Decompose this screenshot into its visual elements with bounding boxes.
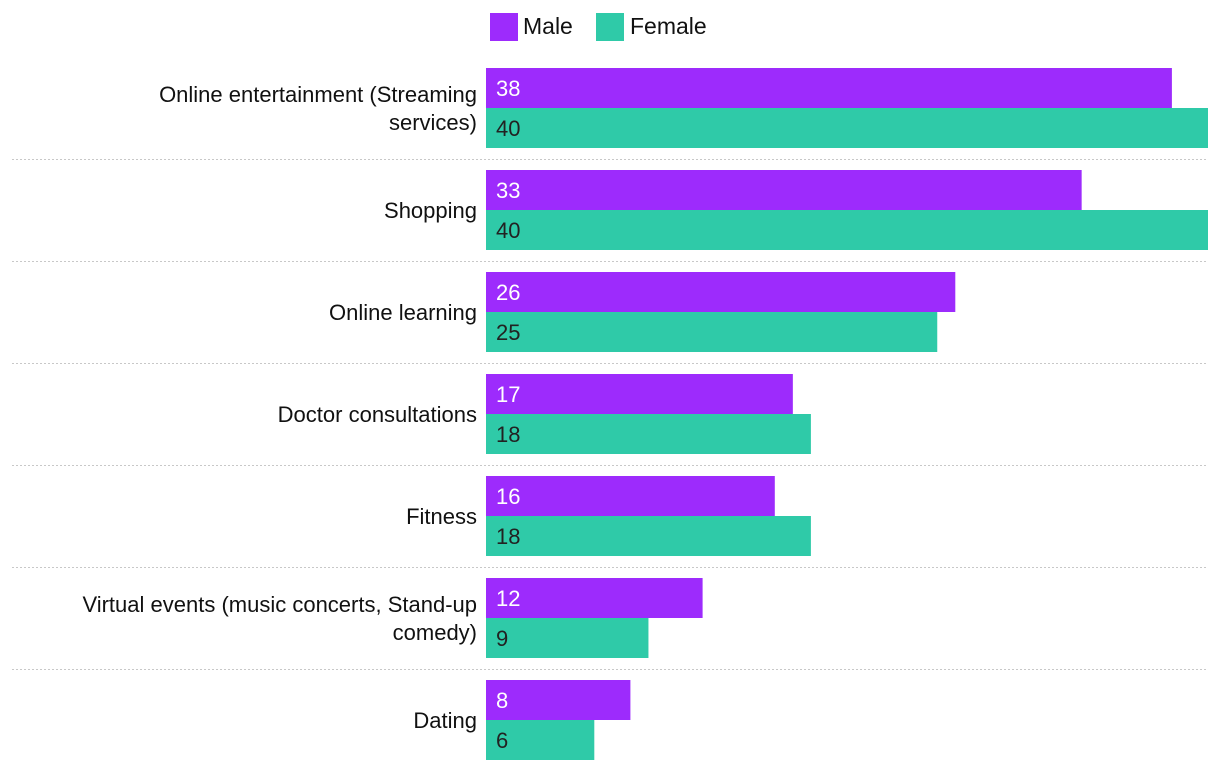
bar-female bbox=[486, 516, 811, 556]
data-label-male: 16 bbox=[496, 484, 520, 509]
data-label-female: 18 bbox=[496, 422, 520, 447]
data-label-male: 17 bbox=[496, 382, 520, 407]
legend-label-female: Female bbox=[630, 13, 707, 39]
category-label: services) bbox=[389, 110, 477, 135]
data-label-female: 40 bbox=[496, 116, 520, 141]
bar-female bbox=[486, 618, 649, 658]
legend-swatch-female bbox=[596, 13, 624, 41]
bar-male bbox=[486, 68, 1172, 108]
bar-male bbox=[486, 170, 1082, 210]
category-label: Virtual events (music concerts, Stand-up bbox=[82, 592, 477, 617]
bar-female bbox=[486, 720, 595, 760]
category-label: comedy) bbox=[393, 620, 477, 645]
category-label: Doctor consultations bbox=[278, 402, 477, 427]
data-label-female: 25 bbox=[496, 320, 520, 345]
bar-male bbox=[486, 680, 631, 720]
category-label: Online entertainment (Streaming bbox=[159, 82, 477, 107]
bar-female bbox=[486, 108, 1208, 148]
data-label-male: 38 bbox=[496, 76, 520, 101]
bar-female bbox=[486, 414, 811, 454]
bar-female bbox=[486, 210, 1208, 250]
category-label: Shopping bbox=[384, 198, 477, 223]
data-label-female: 18 bbox=[496, 524, 520, 549]
category-label: Fitness bbox=[406, 504, 477, 529]
legend-label-male: Male bbox=[523, 13, 573, 39]
category-label: Online learning bbox=[329, 300, 477, 325]
bar-male bbox=[486, 578, 703, 618]
legend-swatch-male bbox=[490, 13, 518, 41]
data-label-male: 33 bbox=[496, 178, 520, 203]
data-label-female: 9 bbox=[496, 626, 508, 651]
data-label-male: 26 bbox=[496, 280, 520, 305]
category-label: Dating bbox=[413, 708, 477, 733]
bar-male bbox=[486, 272, 956, 312]
bar-male bbox=[486, 374, 793, 414]
data-label-female: 40 bbox=[496, 218, 520, 243]
data-label-female: 6 bbox=[496, 728, 508, 753]
bar-female bbox=[486, 312, 938, 352]
data-label-male: 8 bbox=[496, 688, 508, 713]
data-label-male: 12 bbox=[496, 586, 520, 611]
bar-male bbox=[486, 476, 775, 516]
